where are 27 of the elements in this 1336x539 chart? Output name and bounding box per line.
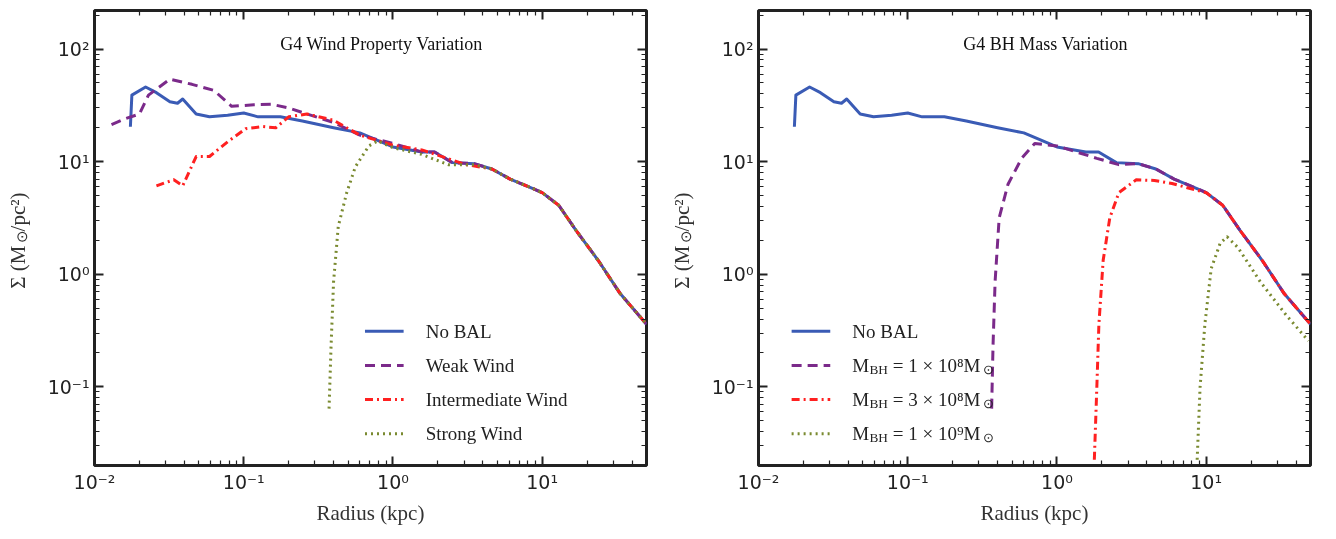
y-axis-title: Σ (M⊙/pc²)	[5, 192, 31, 289]
legend-label: Weak Wind	[425, 354, 515, 376]
y-tick-label: 10¹	[721, 150, 754, 173]
y-tick-label: 10¹	[57, 150, 90, 173]
x-tick-label: 10¹	[526, 470, 559, 493]
x-tick-label: 10⁻¹	[886, 470, 929, 493]
y-tick-label: 10⁻¹	[47, 375, 90, 398]
y-tick-label: 10⁰	[721, 263, 754, 286]
y-tick-label: 10⁻¹	[711, 375, 754, 398]
x-tick-label: 10⁻²	[73, 470, 116, 493]
text: G4 Wind Property Variation	[280, 33, 483, 54]
x-tick-label: 10⁰	[1041, 470, 1073, 493]
y-axis-title: Σ (M⊙/pc²)	[669, 192, 695, 289]
x-tick-label: 10⁻¹	[222, 470, 265, 493]
x-axis-title: Radius (kpc)	[316, 500, 425, 525]
legend-label: Intermediate Wind	[425, 389, 569, 411]
x-axis-title: Radius (kpc)	[980, 500, 1089, 525]
x-tick-label: 10⁻²	[737, 470, 780, 493]
legend-label: No BAL	[425, 320, 492, 342]
y-tick-label: 10²	[721, 38, 754, 61]
y-tick-label: 10⁰	[57, 263, 90, 286]
text: G4 BH Mass Variation	[963, 33, 1128, 54]
x-tick-label: 10⁰	[377, 470, 409, 493]
x-tick-label: 10¹	[1190, 470, 1223, 493]
legend-label: Strong Wind	[425, 423, 523, 445]
legend-label: No BAL	[852, 320, 919, 342]
y-tick-label: 10²	[57, 38, 90, 61]
